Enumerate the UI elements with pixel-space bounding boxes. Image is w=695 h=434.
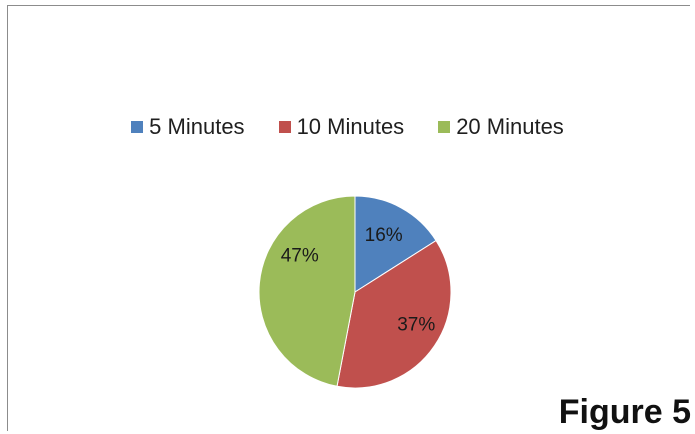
pie-slice-20-minutes (258, 195, 356, 387)
chart-legend: 5 Minutes 10 Minutes 20 Minutes (0, 114, 695, 140)
pie-slice-10-minutes (336, 239, 452, 389)
data-label-5-minutes: 16% (365, 225, 403, 246)
legend-label-5-minutes: 5 Minutes (149, 114, 245, 139)
chart-frame (7, 5, 690, 431)
legend-item-20-minutes: 20 Minutes (438, 114, 564, 140)
legend-swatch-10-minutes (278, 121, 291, 133)
legend-swatch-20-minutes (438, 121, 451, 133)
legend-label-20-minutes: 20 Minutes (456, 114, 564, 139)
legend-label-10-minutes: 10 Minutes (296, 114, 405, 139)
figure-label: Figure 5 (558, 393, 691, 431)
legend-item-10-minutes: 10 Minutes (278, 114, 405, 140)
pie-slice-5-minutes (354, 195, 437, 293)
data-label-10-minutes: 37% (397, 314, 435, 335)
legend-swatch-5-minutes (131, 121, 144, 133)
legend-item-5-minutes: 5 Minutes (131, 114, 245, 140)
data-label-20-minutes: 47% (281, 245, 319, 266)
